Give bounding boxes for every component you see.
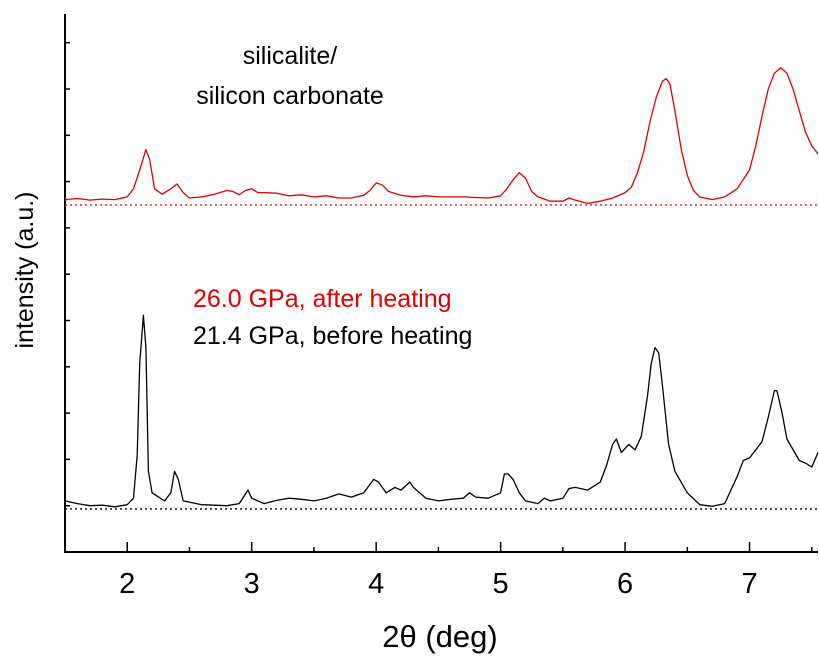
axis-frame	[64, 14, 818, 553]
legend-entry-after-heating: 26.0 GPa, after heating	[193, 285, 452, 313]
y-axis-title: intensity (a.u.)	[11, 191, 39, 348]
series-group	[64, 67, 819, 508]
x-tick-label: 5	[493, 568, 509, 600]
axis-ticks	[64, 41, 813, 552]
x-tick-label: 2	[119, 568, 135, 600]
legend-entry-before-heating: 21.4 GPa, before heating	[193, 322, 472, 350]
series-line-before-heating	[64, 314, 819, 508]
series-line-after-heating	[64, 67, 819, 205]
x-axis-title: 2θ (deg)	[382, 619, 497, 654]
plot-area	[64, 14, 819, 553]
baselines	[65, 204, 818, 510]
annotation-line-2: silicon carbonate	[196, 82, 384, 110]
x-tick-label: 4	[368, 568, 384, 600]
x-tick-label: 7	[741, 568, 757, 600]
x-tick-label: 3	[244, 568, 260, 600]
annotation-line-1: silicalite/	[243, 42, 338, 70]
x-tick-labels: 2 3 4 5 6 7	[119, 568, 757, 600]
x-tick-label: 6	[617, 568, 633, 600]
